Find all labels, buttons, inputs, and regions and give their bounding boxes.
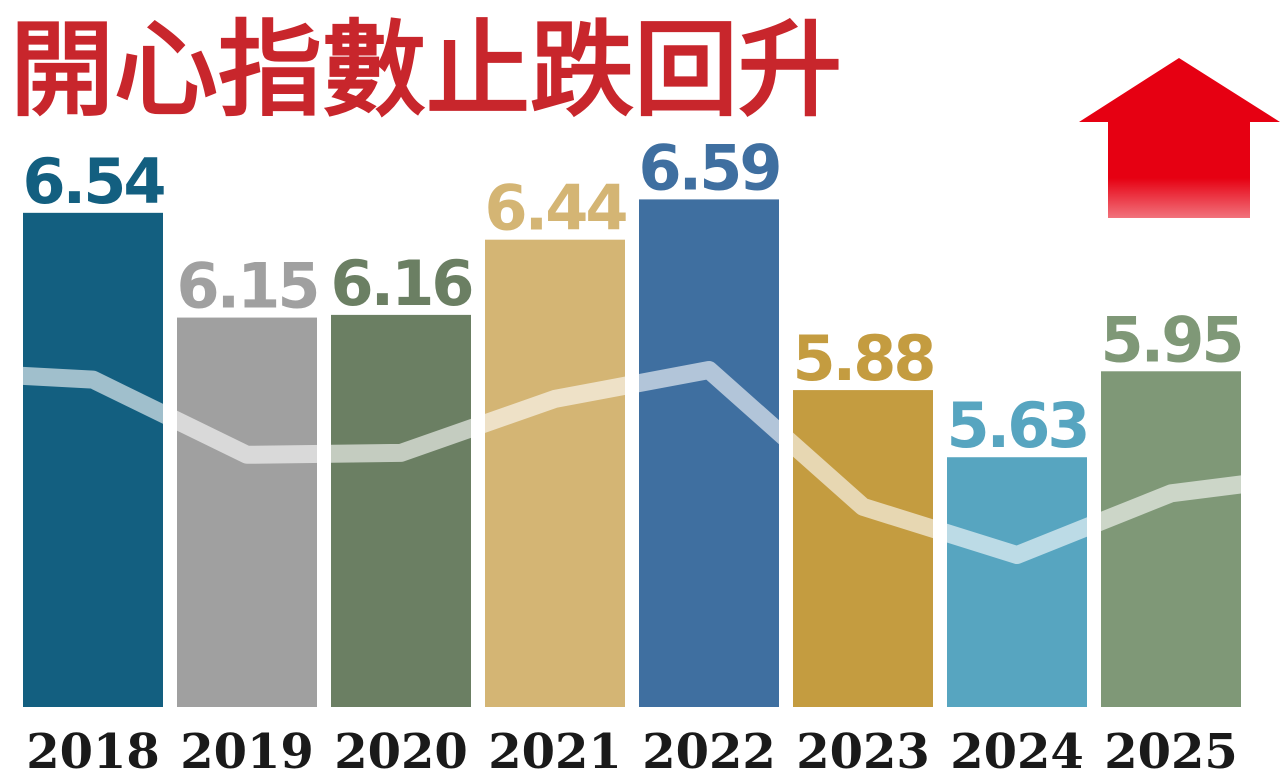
value-label-2020: 6.16 (331, 247, 472, 320)
bar-2024 (947, 457, 1087, 707)
value-label-2025: 5.95 (1101, 303, 1242, 376)
trend-layer (17, 361, 1252, 564)
year-label-2018: 2018 (26, 724, 160, 779)
up-arrow-shape (1079, 58, 1280, 218)
year-label-2021: 2021 (488, 724, 622, 779)
bar-2025 (1101, 371, 1241, 707)
chart-title: 開心指數止跌回升 (10, 9, 842, 131)
year-label-2023: 2023 (796, 724, 930, 779)
value-label-2024: 5.63 (947, 389, 1088, 462)
year-label-2024: 2024 (950, 724, 1084, 779)
bar-2021 (485, 239, 625, 707)
labels-layer: 6.54 2018 6.15 2019 6.16 2020 6.44 2021 6.59 2022… (23, 131, 1245, 779)
bar-2020 (331, 314, 471, 707)
year-label-2022: 2022 (642, 724, 776, 779)
year-label-2019: 2019 (180, 724, 314, 779)
value-label-2022: 6.59 (639, 131, 780, 204)
bar-2018 (23, 212, 163, 708)
trend-line (17, 361, 1252, 564)
bars-layer (23, 199, 1241, 708)
bar-2022 (639, 199, 779, 707)
value-label-2018: 6.54 (23, 145, 165, 218)
up-arrow-icon (1079, 58, 1280, 218)
value-label-2019: 6.15 (177, 250, 318, 323)
year-label-2025: 2025 (1104, 724, 1238, 779)
value-label-2023: 5.88 (793, 322, 934, 395)
value-label-2021: 6.44 (485, 172, 627, 245)
bar-2023 (793, 390, 933, 707)
year-label-2020: 2020 (334, 724, 468, 779)
bar-2019 (177, 317, 317, 707)
